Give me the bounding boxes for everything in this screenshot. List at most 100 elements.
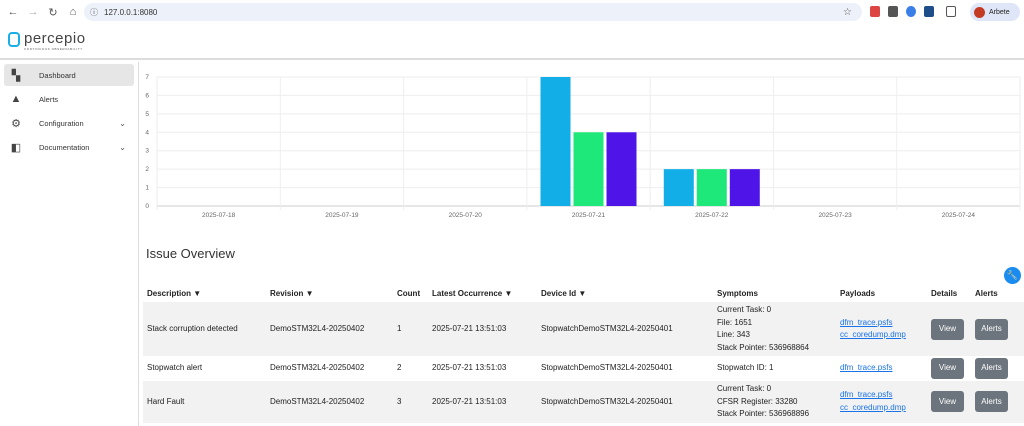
symptom: CFSR Register: 33280 (717, 396, 798, 406)
y-tick-label: 5 (145, 111, 149, 118)
view-button[interactable]: View (931, 358, 964, 379)
bookmark-star-icon[interactable]: ☆ (843, 6, 852, 18)
logo-mark-icon (8, 32, 20, 47)
cell-count: 1 (393, 302, 428, 356)
cell-latest: 2025-07-21 13:51:03 (432, 363, 507, 373)
cell-count: 3 (393, 381, 428, 423)
sidebar-item-label: Alerts (39, 94, 59, 104)
bar (573, 132, 604, 206)
symptom: Stack Pointer: 536968896 (717, 409, 810, 418)
section-title: Issue Overview (146, 246, 235, 261)
col-latest[interactable]: Latest Occurrence ▼ (432, 288, 513, 298)
col-count: Count (397, 288, 421, 298)
cell-payloads: dfm_trace.psfs (836, 356, 927, 381)
table-row: Hard Fault DemoSTM32L4-20250402 3 2025-07-2… (143, 381, 1024, 423)
logo-name: percepio (24, 30, 86, 47)
url-text: 127.0.0.1:8080 (104, 7, 158, 17)
x-tick-label: 2025-07-24 (942, 212, 976, 219)
wrench-icon[interactable]: 🔧 (1004, 267, 1021, 284)
profile-name: Arbete (989, 8, 1010, 16)
extension-icon[interactable] (906, 6, 916, 17)
percepio-logo[interactable]: percepio CONTINUOUS OBSERVABILITY (8, 30, 86, 51)
cell-details: View (927, 381, 971, 423)
reload-icon[interactable]: ↻ (48, 6, 58, 19)
dashboard-icon: ▚ (11, 69, 21, 82)
alerts-button[interactable]: Alerts (975, 318, 1008, 340)
col-device[interactable]: Device Id ▼ (541, 288, 587, 298)
issues-table: Description ▼ Revision ▼ Count Latest Oc… (143, 284, 1024, 423)
cell-count: 2 (397, 363, 402, 373)
symptom: Current Task: 0 (717, 384, 772, 393)
sidebar-item-label: Documentation (39, 142, 90, 152)
extension-icon[interactable] (888, 6, 898, 17)
payload-link[interactable]: cc_coredump.dmp (840, 330, 906, 339)
x-tick-label: 2025-07-21 (572, 212, 606, 219)
alerts-button[interactable]: Alerts (975, 391, 1008, 413)
cell-symptoms: Current Task: 0 File: 1651 Line: 343 Stack … (713, 302, 836, 356)
cell-details: View (927, 356, 971, 381)
site-info-icon[interactable]: ⓘ (90, 7, 98, 17)
payload-link[interactable]: cc_coredump.dmp (840, 402, 906, 412)
x-tick-label: 2025-07-19 (325, 212, 359, 219)
sort-icon: ▼ (193, 288, 202, 298)
view-button[interactable]: View (931, 391, 964, 413)
cell-device: StopwatchDemoSTM32L4-20250401 (541, 363, 673, 373)
payload-link[interactable]: dfm_trace.psfs (840, 390, 893, 400)
view-button[interactable]: View (931, 318, 964, 340)
sidebar-item-alerts[interactable]: ▲ Alerts (4, 88, 134, 110)
forward-icon[interactable]: → (27, 6, 39, 18)
issues-bar-chart: 0 1 2 3 4 5 6 7 2025-07-18 2025-07-19 2025-07-20 20… (139, 62, 1024, 232)
extension-gmail-icon[interactable] (870, 6, 880, 17)
bar (663, 169, 694, 206)
chevron-down-icon: ⌄ (119, 142, 126, 152)
sort-icon: ▼ (578, 288, 587, 298)
profile-button[interactable]: Arbete (970, 3, 1020, 21)
cell-alerts: Alerts (971, 302, 1024, 356)
y-tick-label: 0 (145, 203, 149, 210)
symptom: Current Task: 0 (717, 305, 772, 314)
cell-description: Stopwatch alert (147, 363, 203, 373)
cell-details: View (927, 302, 971, 356)
alerts-button[interactable]: Alerts (975, 358, 1008, 379)
payload-link[interactable]: dfm_trace.psfs (840, 317, 893, 327)
y-tick-label: 2 (145, 166, 149, 173)
sort-icon: ▼ (504, 288, 513, 298)
cell-description: Stack corruption detected (143, 302, 266, 356)
y-tick-label: 7 (145, 74, 149, 81)
browser-toolbar: ← → ↻ ⌂ ⓘ 127.0.0.1:8080 ☆ Arbete (0, 0, 1024, 24)
cell-payloads: dfm_trace.psfs cc_coredump.dmp (836, 381, 927, 423)
y-tick-label: 1 (145, 185, 149, 192)
extensions-puzzle-icon[interactable] (946, 6, 956, 17)
sidebar-item-documentation[interactable]: ◧ Documentation ⌄ (4, 136, 134, 158)
symptom: File: 1651 (717, 317, 753, 327)
chevron-down-icon: ⌄ (119, 118, 126, 128)
cell-alerts: Alerts (971, 356, 1024, 381)
col-description[interactable]: Description ▼ (147, 288, 202, 298)
cell-revision: DemoSTM32L4-20250402 (270, 363, 365, 373)
cell-latest: 2025-07-21 13:51:03 (428, 381, 537, 423)
home-icon[interactable]: ⌂ (69, 6, 77, 18)
bar (606, 132, 637, 206)
payload-link[interactable]: dfm_trace.psfs (840, 363, 893, 373)
bar (729, 169, 760, 206)
y-tick-label: 3 (145, 148, 149, 155)
sidebar-item-dashboard[interactable]: ▚ Dashboard (4, 64, 134, 86)
col-alerts: Alerts (975, 288, 998, 298)
cell-device: StopwatchDemoSTM32L4-20250401 (537, 381, 713, 423)
cell-payloads: dfm_trace.psfs cc_coredump.dmp (836, 302, 927, 356)
col-revision[interactable]: Revision ▼ (270, 288, 314, 298)
y-tick-label: 6 (145, 92, 149, 99)
sidebar-item-configuration[interactable]: ⚙ Configuration ⌄ (4, 112, 134, 134)
address-bar[interactable]: ⓘ 127.0.0.1:8080 ☆ (84, 3, 862, 21)
extension-icon[interactable] (924, 6, 934, 17)
sidebar: ▚ Dashboard ▲ Alerts ⚙ Configuration ⌄ ◧ Docu… (0, 62, 139, 426)
chart-svg: 0 1 2 3 4 5 6 7 2025-07-18 2025-07-19 2025-07-20 20… (145, 74, 1021, 219)
logo-tagline: CONTINUOUS OBSERVABILITY (24, 47, 83, 51)
app-header: percepio CONTINUOUS OBSERVABILITY (0, 24, 1024, 60)
back-icon[interactable]: ← (7, 6, 19, 18)
cell-symptoms: Current Task: 0 CFSR Register: 33280 Stack… (713, 381, 836, 423)
symptom: Line: 343 (717, 330, 750, 339)
sidebar-item-label: Dashboard (39, 70, 76, 80)
cell-latest: 2025-07-21 13:51:03 (428, 302, 537, 356)
bar (540, 77, 571, 206)
